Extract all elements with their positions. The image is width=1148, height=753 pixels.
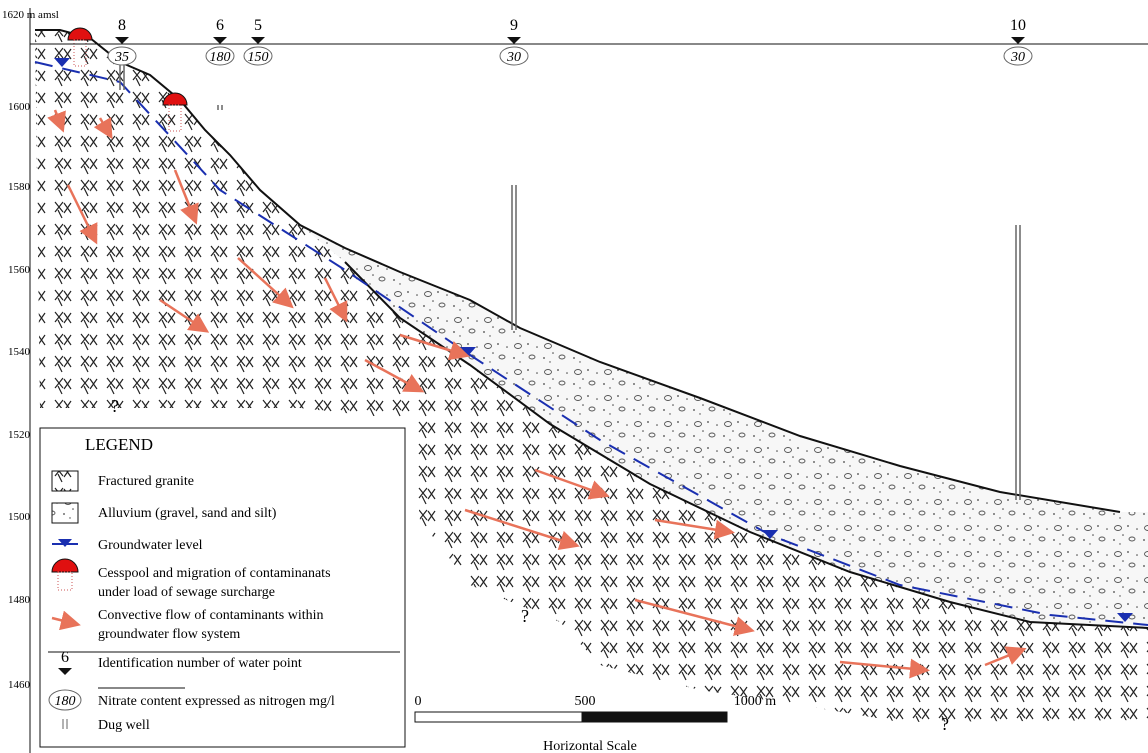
elevation-label: 1620 m amsl (2, 9, 59, 21)
flow-arrow (159, 298, 210, 333)
flow-arrow (47, 109, 66, 133)
legend-icon (57, 571, 73, 591)
scale-label: 500 (575, 694, 596, 709)
legend-text: Dug well (98, 718, 150, 733)
flow-arrow (534, 468, 610, 500)
cesspool (67, 27, 93, 41)
legend-icon (51, 558, 79, 573)
legend-text: Nitrate content expressed as nitrogen mg… (98, 694, 335, 709)
flow-arrow (173, 169, 199, 225)
elevation-label: 1460 (8, 679, 31, 691)
legend-icon (51, 610, 81, 631)
well-id: 6 (216, 17, 224, 34)
flow-arrow (66, 184, 98, 245)
nitrate-ellipse (499, 46, 529, 66)
nitrate-value: 30 (1010, 50, 1025, 65)
legend-icon (51, 502, 79, 524)
nitrate-ellipse (205, 46, 235, 66)
elevation-label: 1520 (8, 429, 31, 441)
scale-title: Horizontal Scale (543, 739, 637, 753)
flow-arrow (237, 257, 294, 309)
legend-text: Cesspool and migration of contaminanats (98, 566, 331, 581)
well-id: 9 (510, 17, 518, 34)
flow-arrow (323, 277, 348, 323)
legend-icon (58, 668, 72, 675)
groundwater-marker (762, 530, 778, 539)
flow-arrow (984, 646, 1027, 667)
legend-symbol: 6 (61, 649, 69, 666)
nitrate-ellipse (1003, 46, 1033, 66)
cesspool (162, 92, 188, 106)
flow-arrow (654, 518, 735, 540)
unknown-marker: ? (941, 714, 949, 734)
scale-bar-white (414, 711, 583, 723)
nitrate-value: 35 (114, 50, 129, 65)
flow-arrow (839, 658, 930, 679)
unknown-marker: ? (111, 396, 119, 416)
well-id: 10 (1010, 17, 1026, 34)
legend-icon (48, 689, 82, 711)
legend-icon (51, 470, 79, 492)
nitrate-ellipse (243, 46, 273, 66)
scale-bar-black (581, 711, 728, 723)
legend-text: under load of sewage surcharge (98, 585, 275, 600)
nitrate-ellipse (107, 46, 137, 66)
flow-arrow (634, 598, 755, 636)
legend-icon (58, 539, 72, 547)
legend-symbol: 180 (55, 694, 76, 709)
alluvium-base (344, 261, 1148, 629)
elevation-label: 1600 (8, 101, 31, 113)
well-id: 5 (254, 17, 262, 34)
legend-box (39, 427, 406, 748)
granite (35, 30, 1148, 722)
legend-title: LEGEND (85, 435, 153, 454)
nitrate-value: 180 (210, 50, 231, 65)
legend: LEGEND Fractured granite Alluvium (gravel,… (39, 427, 406, 748)
groundwater-marker (1117, 613, 1133, 622)
contaminant-plume (73, 39, 87, 67)
legend-text: Fractured granite (98, 474, 194, 489)
elevation-label: 1560 (8, 264, 31, 276)
well-id: 8 (118, 17, 126, 34)
elevation-label: 1480 (8, 594, 31, 606)
scale-label: 0 (415, 694, 422, 709)
well-marker (251, 37, 265, 44)
flow-arrow (464, 508, 580, 550)
groundwater-line (34, 61, 1148, 626)
legend-text: Groundwater level (98, 538, 203, 553)
elevation-label: 1540 (8, 346, 31, 358)
legend-text: Convective flow of contaminants within (98, 608, 324, 623)
flow-arrow (399, 333, 470, 361)
well-marker (507, 37, 521, 44)
contaminant-plume (168, 104, 182, 132)
flow-arrow (93, 117, 113, 140)
well-marker (115, 37, 129, 44)
unknown-marker: ? (521, 606, 529, 626)
nitrate-value: 150 (248, 50, 269, 65)
well-marker (1011, 37, 1025, 44)
legend-text: Identification number of water point (98, 656, 302, 671)
groundwater-marker (54, 58, 70, 67)
well-marker (213, 37, 227, 44)
legend-text: groundwater flow system (98, 627, 240, 642)
scale-label: 1000 m (734, 694, 777, 709)
elevation-label: 1580 (8, 181, 31, 193)
nitrate-value: 30 (506, 50, 521, 65)
legend-text: Alluvium (gravel, sand and silt) (98, 506, 277, 521)
elevation-label: 1500 (8, 511, 31, 523)
flow-arrow (364, 358, 425, 393)
